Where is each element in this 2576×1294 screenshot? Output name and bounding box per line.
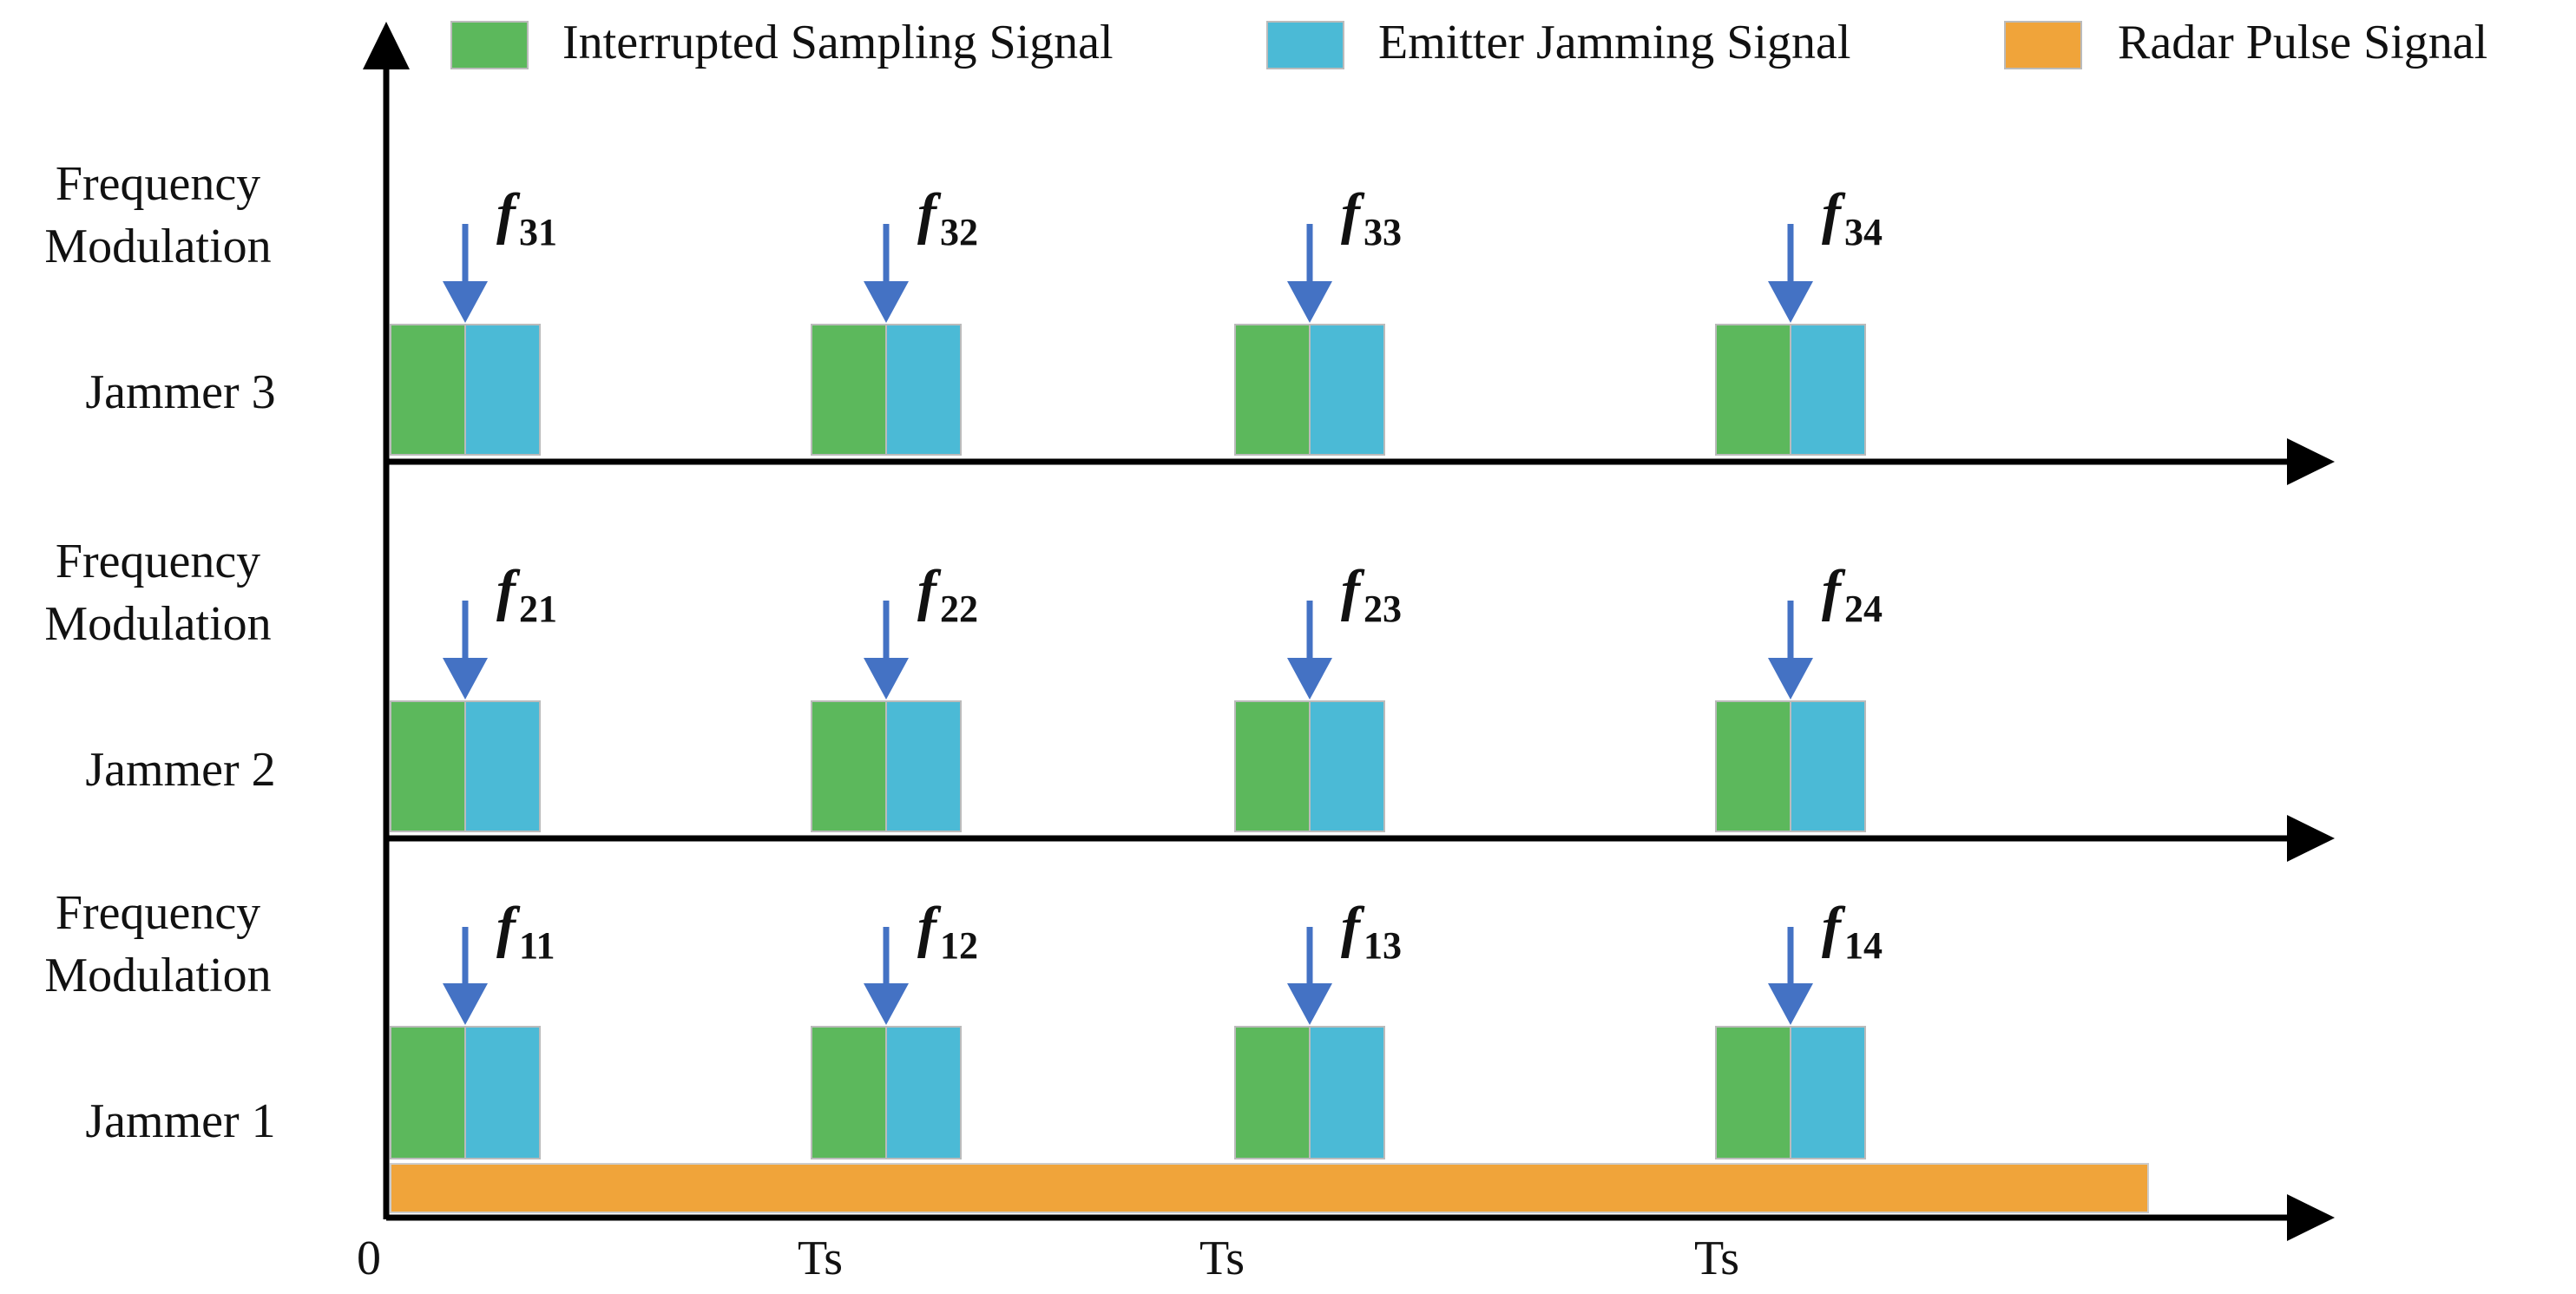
interrupted-sampling-block <box>1234 324 1311 456</box>
jammer-label: Jammer 1 <box>85 1094 275 1148</box>
emitter-jamming-block <box>1309 1026 1385 1159</box>
vertical-axis <box>363 22 410 1219</box>
frequency-label: f11 <box>496 896 555 967</box>
emitter-jamming-block <box>464 1026 541 1159</box>
interrupted-sampling-block <box>390 324 466 456</box>
interrupted-sampling-block <box>390 1026 466 1159</box>
horizontal-axis-row3 <box>386 438 2335 485</box>
interrupted-sampling-block <box>1715 1026 1791 1159</box>
row2-labels: Frequency Modulation Jammer 2 <box>44 535 275 797</box>
frequency-arrow <box>443 927 488 1025</box>
frequency-label: f31 <box>496 182 557 253</box>
emitter-jamming-block <box>885 1026 962 1159</box>
frequency-label: f12 <box>917 896 978 967</box>
frequency-label: f32 <box>917 182 978 253</box>
horizontal-axis-row2 <box>386 815 2335 862</box>
frequency-arrow <box>864 927 909 1025</box>
legend-swatch-radar <box>2004 21 2082 69</box>
frequency-arrow <box>1768 601 1813 700</box>
fm-label-line1: Frequency <box>56 535 260 588</box>
axis-arrowhead <box>2287 438 2335 485</box>
frequency-arrow <box>1768 224 1813 323</box>
emitter-jamming-block <box>885 324 962 456</box>
fm-label-line2: Modulation <box>44 949 271 1002</box>
legend-swatch-jamming <box>1266 21 1344 69</box>
interrupted-sampling-block <box>811 324 887 456</box>
fm-label-line2: Modulation <box>44 597 271 651</box>
row3-labels: Frequency Modulation Jammer 3 <box>44 157 275 419</box>
time-labels: 0 Ts Ts Ts <box>357 1232 1739 1285</box>
interrupted-sampling-block <box>390 700 466 832</box>
interrupted-sampling-block <box>811 700 887 832</box>
interrupted-sampling-block <box>1234 1026 1311 1159</box>
frequency-label: f21 <box>496 559 557 630</box>
interrupted-sampling-block <box>1715 700 1791 832</box>
fm-label-line2: Modulation <box>44 220 271 273</box>
emitter-jamming-block <box>1309 700 1385 832</box>
frequency-label: f13 <box>1341 896 1402 967</box>
axis-arrowhead <box>2287 1194 2335 1241</box>
fm-label-line1: Frequency <box>56 157 260 211</box>
horizontal-axis-row1 <box>386 1194 2335 1241</box>
time-label-zero: 0 <box>357 1232 381 1285</box>
vertical-axis-arrowhead <box>363 22 410 69</box>
frequency-arrow <box>1768 927 1813 1025</box>
fm-label-line1: Frequency <box>56 886 260 940</box>
axis-arrowhead <box>2287 815 2335 862</box>
frequency-arrow <box>1287 601 1332 700</box>
emitter-jamming-block <box>1790 700 1866 832</box>
frequency-arrow <box>443 601 488 700</box>
frequency-arrow <box>443 224 488 323</box>
jammer-label: Jammer 2 <box>85 743 275 797</box>
frequency-label: f33 <box>1341 182 1402 253</box>
frequency-label: f22 <box>917 559 978 630</box>
interrupted-sampling-block <box>1715 324 1791 456</box>
frequency-label: f34 <box>1822 182 1883 253</box>
interrupted-sampling-block <box>811 1026 887 1159</box>
emitter-jamming-block <box>1790 324 1866 456</box>
jammer-label: Jammer 3 <box>85 365 275 419</box>
time-label-ts: Ts <box>798 1232 843 1285</box>
frequency-labels: f31 f32 f33 f34 f21 f22 f23 f24 f11 f12 f13 f14 <box>496 182 1883 967</box>
frequency-arrows <box>443 224 1813 1025</box>
pulse-blocks <box>390 324 1866 1159</box>
legend-label-radar: Radar Pulse Signal <box>2118 16 2487 69</box>
frequency-arrow <box>1287 224 1332 323</box>
emitter-jamming-block <box>1309 324 1385 456</box>
radar-pulse-bar <box>390 1163 2149 1213</box>
row1-labels: Frequency Modulation Jammer 1 <box>44 886 275 1148</box>
frequency-label: f24 <box>1822 559 1883 630</box>
frequency-label: f23 <box>1341 559 1402 630</box>
legend-label-sampling: Interrupted Sampling Signal <box>562 16 1114 69</box>
legend-label-jamming: Emitter Jamming Signal <box>1378 16 1850 69</box>
emitter-jamming-block <box>464 700 541 832</box>
frequency-arrow <box>1287 927 1332 1025</box>
interrupted-sampling-block <box>1234 700 1311 832</box>
legend-swatch-sampling <box>450 21 529 69</box>
frequency-arrow <box>864 601 909 700</box>
time-label-ts: Ts <box>1199 1232 1245 1285</box>
frequency-arrow <box>864 224 909 323</box>
emitter-jamming-block <box>464 324 541 456</box>
emitter-jamming-block <box>885 700 962 832</box>
time-label-ts: Ts <box>1694 1232 1739 1285</box>
frequency-label: f14 <box>1822 896 1883 967</box>
emitter-jamming-block <box>1790 1026 1866 1159</box>
legend: Interrupted Sampling Signal Emitter Jamm… <box>450 16 2487 69</box>
